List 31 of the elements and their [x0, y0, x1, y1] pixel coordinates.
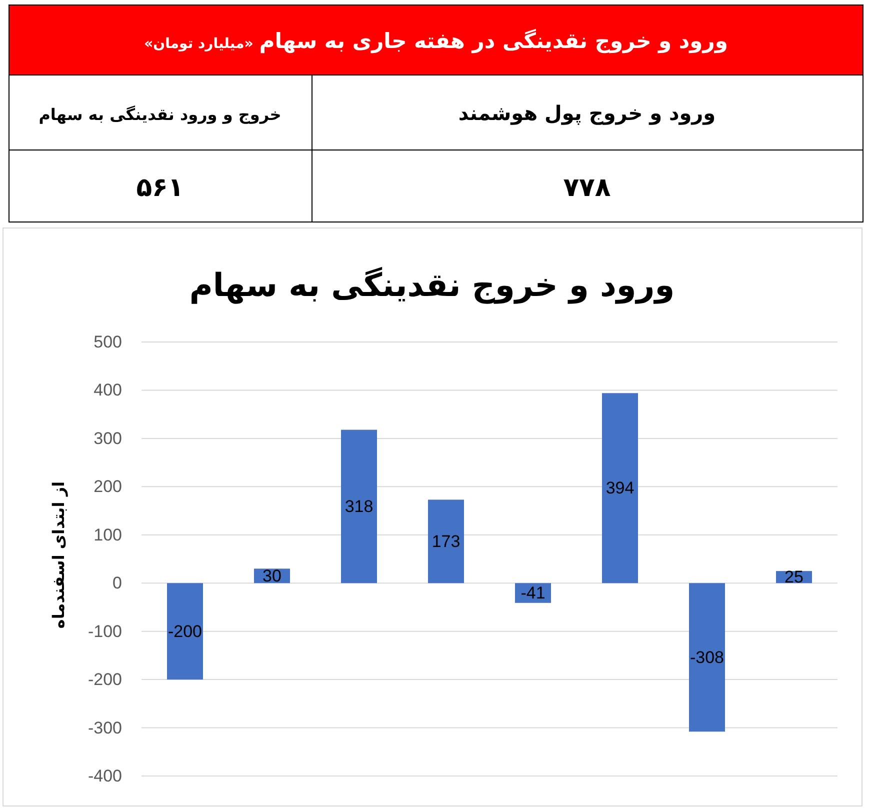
y-axis-title: از ابتدای اسفندماه — [49, 481, 68, 629]
bar — [428, 500, 464, 584]
bar — [602, 393, 638, 584]
bar — [689, 583, 725, 732]
y-tick-label: 200 — [94, 477, 122, 496]
y-tick-label: 0 — [112, 574, 122, 593]
data-label: -200 — [168, 622, 202, 641]
data-label: 25 — [784, 568, 804, 587]
data-label: -308 — [690, 648, 724, 667]
y-tick-label: 400 — [94, 380, 122, 400]
text: ورود و خروج نقدینگی در هفته جاری به سهام — [259, 28, 728, 54]
chart-title: ورود و خروج نقدینگی به سهام — [189, 266, 675, 304]
text: ۷۷۸ — [563, 173, 611, 203]
data-label: -41 — [520, 583, 546, 602]
y-tick-label: -200 — [88, 670, 122, 690]
y-tick-label: -300 — [88, 718, 122, 738]
text: خروج و ورود نقدینگی به سهام — [38, 105, 282, 124]
y-tick-label: -400 — [88, 766, 122, 786]
text: ورود و خروج پول هوشمند — [458, 101, 716, 125]
y-tick-label: -100 — [88, 622, 122, 641]
bar — [341, 430, 377, 584]
text: ۵۶۱ — [136, 173, 184, 203]
bar — [167, 583, 203, 680]
y-tick-label: 300 — [94, 428, 122, 448]
y-tick-label: 100 — [94, 525, 122, 544]
data-label: 318 — [344, 496, 374, 516]
data-label: 30 — [262, 566, 282, 586]
text: «میلیارد تومان» — [144, 36, 254, 52]
y-tick-label: 500 — [94, 332, 122, 352]
data-label: 173 — [432, 532, 460, 551]
data-label: 394 — [606, 478, 634, 498]
